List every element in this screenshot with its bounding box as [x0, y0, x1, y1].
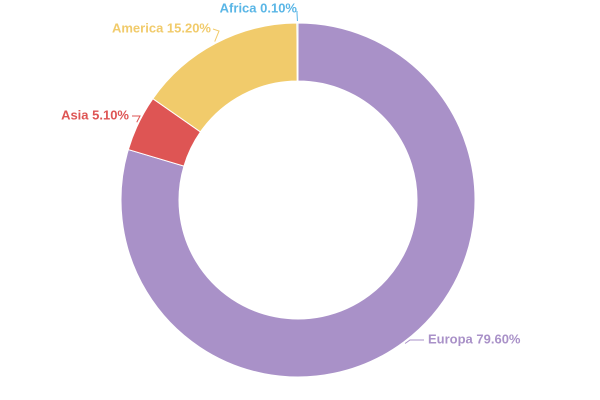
leader-line-europa [404, 339, 424, 344]
slice-europa[interactable] [120, 22, 476, 378]
slices-layer [120, 22, 476, 378]
slice-label-europa: Europa 79.60% [428, 331, 521, 346]
slice-label-africa: Africa 0.10% [220, 0, 298, 15]
slice-africa[interactable] [296, 22, 299, 82]
leader-line-america [212, 28, 220, 42]
slice-label-america: America 15.20% [112, 20, 211, 35]
slice-label-asia: Asia 5.10% [61, 107, 129, 122]
leader-line-asia [132, 115, 141, 123]
leader-lines-layer [132, 11, 424, 344]
slice-labels-layer: Europa 79.60% Asia 5.10% America 15.20% Afr… [61, 0, 521, 346]
